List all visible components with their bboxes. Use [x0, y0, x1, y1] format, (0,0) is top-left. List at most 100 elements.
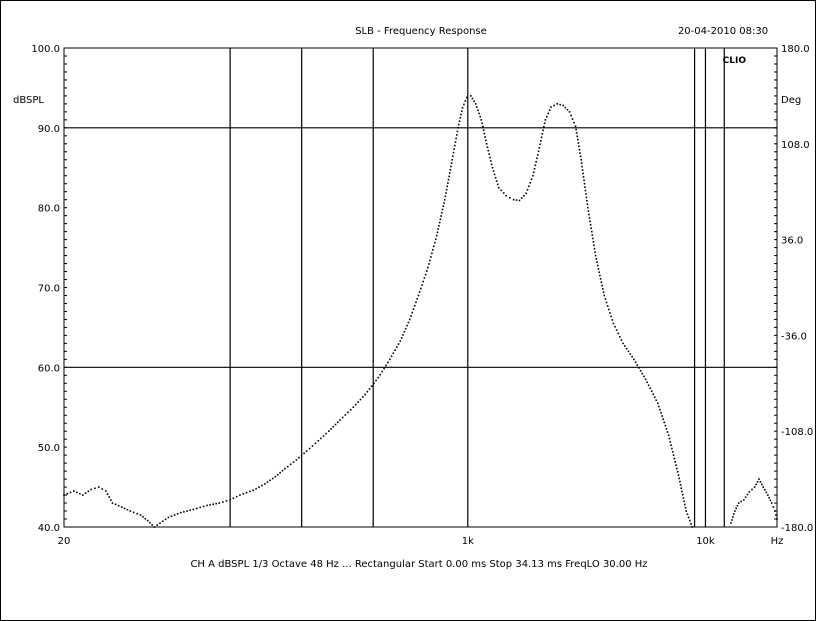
response-curve-dot: [215, 502, 218, 505]
response-curve-dot: [610, 315, 612, 318]
response-curve-dot: [451, 158, 454, 161]
response-curve-dot: [690, 523, 692, 525]
response-curve-dot: [656, 402, 659, 405]
response-curve-dot: [600, 281, 603, 283]
response-curve-dot: [497, 186, 500, 189]
response-curve-dot: [110, 499, 112, 501]
response-curve-dot: [619, 335, 621, 338]
response-curve-dot: [400, 337, 403, 339]
response-curve-dot: [362, 396, 364, 398]
response-curve-dot: [455, 137, 457, 140]
response-curve-dot: [209, 504, 211, 506]
response-curve-dot: [512, 198, 515, 201]
response-curve-dot: [662, 418, 664, 421]
response-curve-dot: [305, 450, 308, 452]
response-curve-dot: [674, 461, 676, 463]
response-curve-dot: [483, 132, 486, 135]
response-curve-dot: [751, 488, 753, 491]
response-curve-dot: [753, 486, 756, 488]
response-curve-dot: [404, 327, 407, 330]
response-curve-dot: [474, 103, 477, 105]
response-curve-dot: [606, 305, 609, 307]
response-curve-dot: [596, 264, 599, 267]
response-curve-dot: [525, 192, 527, 195]
response-curve-dot: [87, 490, 90, 493]
response-curve-dot: [529, 181, 532, 184]
response-curve-dot: [406, 324, 408, 327]
response-curve-dot: [408, 318, 411, 321]
response-curve-dot: [644, 378, 647, 381]
response-curve-dot: [258, 486, 260, 488]
response-curve-dot: [443, 202, 445, 204]
response-curve-dot: [687, 516, 690, 519]
response-curve-dot: [448, 175, 450, 178]
response-curve-dot: [617, 332, 620, 335]
response-curve-dot: [735, 507, 737, 510]
response-curve-dot: [641, 372, 644, 375]
response-curve-dot: [383, 367, 385, 370]
response-curve-dot: [566, 108, 569, 111]
response-curve-dot: [758, 478, 760, 480]
response-curve-dot: [540, 140, 542, 142]
response-curve-dot: [520, 197, 523, 199]
response-curve-dot: [173, 514, 176, 516]
response-curve-dot: [460, 113, 462, 116]
y2-tick-label: 180.0: [781, 44, 810, 55]
response-curve-dot: [192, 508, 195, 511]
response-curve-dot: [543, 122, 546, 125]
response-curve-dot: [117, 504, 120, 507]
response-curve-dot: [368, 388, 371, 390]
response-curve-dot: [575, 128, 577, 131]
response-curve-dot: [465, 96, 468, 99]
response-curve-dot: [586, 200, 588, 202]
response-curve-dot: [625, 347, 628, 350]
response-curve-dot: [440, 215, 442, 217]
response-curve-dot: [609, 312, 611, 314]
response-curve-dot: [532, 174, 534, 177]
response-curve-dot: [366, 390, 369, 393]
response-curve-dot: [536, 157, 538, 160]
response-curve-dot: [317, 439, 320, 442]
response-curve-dot: [671, 447, 673, 450]
response-curve-dot: [532, 171, 535, 174]
response-curve-dot: [377, 376, 380, 379]
response-curve-dot: [589, 220, 591, 223]
response-curve-dot: [536, 153, 539, 156]
response-curve-dot: [161, 520, 164, 523]
response-curve-dot: [429, 259, 431, 262]
response-curve-dot: [772, 506, 775, 508]
response-curve-dot: [379, 373, 381, 376]
response-curve-dot: [622, 342, 624, 345]
response-curve-dot: [575, 132, 578, 134]
response-curve-dot: [423, 277, 426, 279]
response-curve-dot: [344, 414, 347, 416]
response-curve-dot: [441, 208, 444, 211]
response-curve-dot: [685, 510, 688, 512]
response-curve-dot: [539, 143, 541, 146]
response-curve-dot: [417, 294, 420, 297]
response-curve-dot: [584, 189, 587, 192]
response-curve-dot: [202, 505, 205, 508]
response-curve-dot: [385, 364, 387, 367]
response-curve-dot: [496, 183, 499, 186]
response-curve-dot: [593, 247, 596, 250]
response-curve-dot: [327, 430, 330, 432]
response-curve-dot: [399, 340, 402, 342]
response-curve-dot: [684, 503, 686, 506]
response-curve-dot: [746, 493, 749, 496]
response-curve-dot: [412, 308, 415, 310]
grid-layer: [64, 48, 777, 527]
response-curve-dot: [375, 379, 377, 382]
response-curve-dot: [482, 129, 485, 131]
response-curve-dot: [164, 518, 167, 521]
response-curve-dot: [438, 221, 441, 224]
response-curve-dot: [736, 504, 739, 507]
response-curve-dot: [108, 496, 110, 498]
response-curve-dot: [410, 315, 412, 317]
response-curve-dot: [601, 284, 603, 287]
response-curve-dot: [634, 361, 637, 363]
response-curve-dot: [646, 381, 648, 384]
response-curve-dot: [578, 145, 580, 148]
response-curve-dot: [66, 492, 69, 495]
response-curve-dot: [509, 196, 511, 199]
